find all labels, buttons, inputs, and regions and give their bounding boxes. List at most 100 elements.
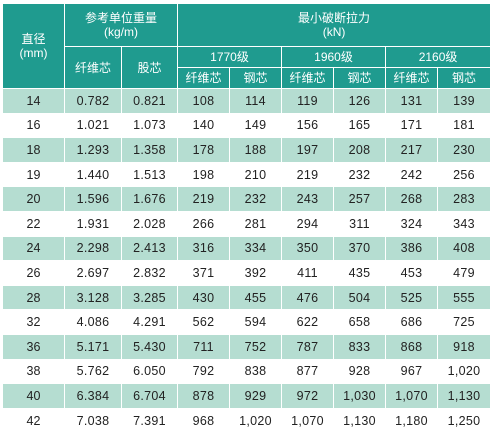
force-2160-steel-cell: 139	[437, 88, 492, 114]
force-2160-fiber-cell: 386	[385, 235, 439, 262]
force-1960-fiber-cell: 622	[281, 309, 335, 335]
force-2160-steel-cell: 1,130	[437, 383, 492, 409]
weight-strand-core-cell: 2.028	[120, 210, 179, 237]
force-2160-fiber-cell: 217	[385, 137, 439, 163]
force-unit: (kN)	[322, 25, 346, 39]
force-2160-fiber-cell: 453	[385, 260, 439, 286]
force-1960-fiber-cell: 156	[281, 112, 335, 139]
diameter-cell: 20	[2, 186, 65, 212]
diameter-cell: 24	[2, 235, 65, 262]
weight-strand-core-cell: 0.821	[120, 88, 179, 114]
diameter-cell: 28	[2, 284, 65, 311]
force-1960-fiber-cell: 119	[281, 88, 335, 114]
weight-strand-core-cell: 2.413	[120, 235, 179, 262]
weight-fiber-core-cell: 1.021	[64, 112, 122, 139]
force-1770-steel-cell: 114	[229, 88, 283, 114]
force-2160-fiber-cell: 1,180	[385, 407, 439, 433]
force-1770-steel-cell: 1,020	[229, 407, 283, 433]
force-2160-steel-cell: 408	[437, 235, 492, 262]
force-1770-steel-cell: 281	[229, 210, 283, 237]
force-1960-steel-cell: 658	[333, 309, 387, 335]
table-row: 16 1.021 1.073 140 149 156 165 171 181	[2, 112, 492, 139]
table-row: 38 5.762 6.050 792 838 877 928 967 1,020	[2, 358, 492, 385]
diameter-cell: 22	[2, 210, 65, 237]
force-1770-fiber-cell: 266	[177, 210, 231, 237]
grade-1960-header: 1960级	[281, 46, 387, 68]
weight-strand-core-cell: 1.073	[120, 112, 179, 139]
force-1960-steel-cell: 126	[333, 88, 387, 114]
force-2160-steel-cell: 479	[437, 260, 492, 286]
force-1770-steel-cell: 188	[229, 137, 283, 163]
table-row: 22 1.931 2.028 266 281 294 311 324 343	[2, 210, 492, 237]
force-2160-steel-cell: 181	[437, 112, 492, 139]
force-1960-fiber-cell: 219	[281, 161, 335, 188]
force-1960-steel-cell: 208	[333, 137, 387, 163]
force-header: 最小破断拉力 (kN)	[177, 3, 492, 47]
force-1770-steel-cell: 149	[229, 112, 283, 139]
diameter-cell: 32	[2, 309, 65, 335]
grade-1960-steel-core-header: 钢芯	[333, 67, 387, 89]
force-1960-steel-cell: 311	[333, 210, 387, 237]
force-1770-steel-cell: 334	[229, 235, 283, 262]
force-2160-steel-cell: 230	[437, 137, 492, 163]
weight-fiber-core-cell: 1.596	[64, 186, 122, 212]
weight-fiber-core-cell: 5.762	[64, 358, 122, 385]
force-1960-fiber-cell: 787	[281, 333, 335, 360]
force-2160-fiber-cell: 686	[385, 309, 439, 335]
force-1770-steel-cell: 392	[229, 260, 283, 286]
force-1960-steel-cell: 165	[333, 112, 387, 139]
force-2160-steel-cell: 1,250	[437, 407, 492, 433]
table-row: 18 1.293 1.358 178 188 197 208 217 230	[2, 137, 492, 163]
force-2160-steel-cell: 725	[437, 309, 492, 335]
force-1770-steel-cell: 752	[229, 333, 283, 360]
force-1770-steel-cell: 232	[229, 186, 283, 212]
force-1770-fiber-cell: 140	[177, 112, 231, 139]
weight-strand-core-cell: 4.291	[120, 309, 179, 335]
diameter-header: 直径 (mm)	[2, 3, 65, 89]
force-2160-fiber-cell: 525	[385, 284, 439, 311]
force-1770-fiber-cell: 178	[177, 137, 231, 163]
force-1770-fiber-cell: 316	[177, 235, 231, 262]
force-1960-fiber-cell: 972	[281, 383, 335, 409]
weight-strand-core-cell: 1.513	[120, 161, 179, 188]
force-1960-steel-cell: 928	[333, 358, 387, 385]
diameter-cell: 26	[2, 260, 65, 286]
weight-fiber-core-header: 纤维芯	[64, 46, 122, 89]
table-row: 24 2.298 2.413 316 334 350 370 386 408	[2, 235, 492, 262]
diameter-cell: 42	[2, 407, 65, 433]
table-row: 40 6.384 6.704 878 929 972 1,030 1,070 1,130	[2, 383, 492, 409]
diameter-cell: 38	[2, 358, 65, 385]
table-row: 20 1.596 1.676 219 232 243 257 268 283	[2, 186, 492, 212]
force-2160-steel-cell: 256	[437, 161, 492, 188]
weight-fiber-core-cell: 6.384	[64, 383, 122, 409]
grade-2160-header: 2160级	[385, 46, 492, 68]
force-1960-fiber-cell: 411	[281, 260, 335, 286]
weight-fiber-core-cell: 1.931	[64, 210, 122, 237]
weight-fiber-core-cell: 0.782	[64, 88, 122, 114]
force-2160-fiber-cell: 242	[385, 161, 439, 188]
weight-strand-core-cell: 2.832	[120, 260, 179, 286]
force-2160-steel-cell: 1,020	[437, 358, 492, 385]
weight-strand-core-cell: 7.391	[120, 407, 179, 433]
weight-strand-core-cell: 1.358	[120, 137, 179, 163]
diameter-cell: 18	[2, 137, 65, 163]
weight-label: 参考单位重量	[85, 11, 158, 25]
weight-strand-core-cell: 3.285	[120, 284, 179, 311]
force-2160-steel-cell: 343	[437, 210, 492, 237]
grade-1770-fiber-core-header: 纤维芯	[177, 67, 231, 89]
force-1960-fiber-cell: 243	[281, 186, 335, 212]
force-1960-steel-cell: 833	[333, 333, 387, 360]
weight-strand-core-header: 股芯	[120, 46, 179, 89]
force-2160-steel-cell: 283	[437, 186, 492, 212]
force-1770-fiber-cell: 878	[177, 383, 231, 409]
force-2160-fiber-cell: 171	[385, 112, 439, 139]
weight-fiber-core-cell: 5.171	[64, 333, 122, 360]
force-1960-fiber-cell: 1,070	[281, 407, 335, 433]
force-1770-fiber-cell: 371	[177, 260, 231, 286]
diameter-cell: 14	[2, 88, 65, 114]
weight-strand-core-cell: 6.050	[120, 358, 179, 385]
force-1770-fiber-cell: 430	[177, 284, 231, 311]
force-2160-fiber-cell: 868	[385, 333, 439, 360]
force-1960-fiber-cell: 197	[281, 137, 335, 163]
weight-fiber-core-cell: 4.086	[64, 309, 122, 335]
